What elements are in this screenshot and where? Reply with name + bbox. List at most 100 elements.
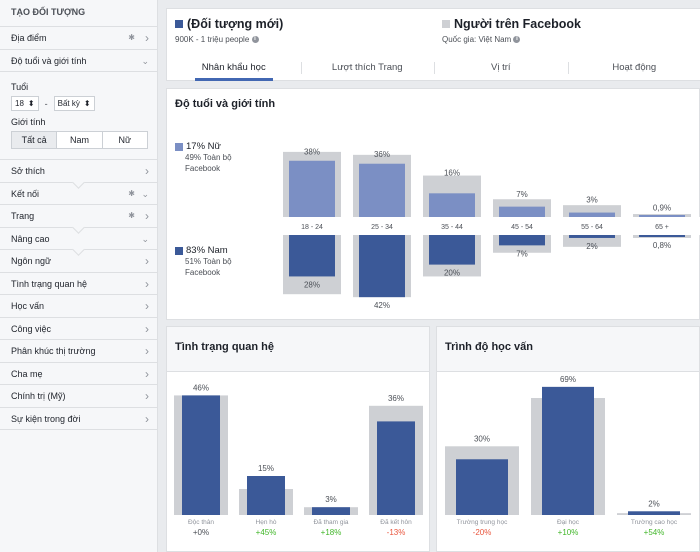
sidebar-item-location[interactable]: Địa điểm ✱ › [0, 27, 157, 50]
sidebar-item[interactable]: Tình trạng quan hệ › [0, 273, 157, 295]
tab-page-likes[interactable]: Lượt thích Trang [300, 56, 435, 81]
sidebar-item-label: Nâng cao [11, 233, 50, 244]
bar-value-label: 2% [648, 499, 660, 508]
sidebar-item[interactable]: Ngôn ngữ › [0, 250, 157, 273]
relationship-panel: Tình trạng quan hệ 46% Độc thân +0% 15% Hẹn … [166, 326, 430, 552]
tab-location[interactable]: Vị trí [434, 56, 568, 81]
axis-band [277, 217, 700, 235]
male-bar [639, 235, 685, 237]
education-chart: 30% Trường trung học -20% 69% Đại học +10% 2% T… [445, 375, 691, 537]
comparison-audience: Người trên Facebook Quốc gia: Việt Nam i [442, 17, 581, 44]
sidebar-item[interactable]: Phân khúc thị trường › [0, 340, 157, 363]
chevron-right-icon: › [145, 344, 149, 358]
sidebar-item[interactable]: Công việc › [0, 318, 157, 340]
info-icon[interactable]: i [251, 36, 259, 44]
panel-title: Tình trạng quan hệ [175, 341, 274, 353]
chevron-right-icon: › [145, 276, 149, 291]
male-bar [569, 235, 615, 238]
chevron-right-icon: › [145, 389, 149, 403]
sidebar-item-label: Tình trạng quan hệ [11, 278, 88, 289]
age-category-label: 65 + [655, 224, 669, 231]
panel-header [167, 327, 429, 372]
category-label: Đại học [557, 519, 580, 526]
change-label: +10% [558, 528, 579, 537]
bar-value-label: 36% [388, 394, 404, 403]
tab-activity[interactable]: Hoạt động [567, 56, 700, 81]
sidebar-item-label: Trang [11, 211, 35, 221]
female-reference-bar [563, 205, 621, 217]
female-bar [289, 160, 335, 217]
change-label: -13% [387, 528, 406, 537]
female-bar-label: 7% [516, 190, 528, 199]
chevron-right-icon: › [145, 321, 149, 336]
sidebar-item[interactable]: Nâng cao ⌄ [0, 228, 157, 250]
sidebar-item[interactable]: Học vấn › [0, 295, 157, 318]
age-category-label: 55 - 64 [581, 224, 603, 231]
bar-value-label: 30% [474, 434, 490, 443]
male-bar-label: 2% [586, 242, 598, 251]
sidebar-item[interactable]: Sự kiện trong đời › [0, 408, 157, 430]
bar [182, 395, 220, 515]
settings-dot-icon: ✱ [128, 211, 135, 220]
female-bar-label: 36% [374, 150, 390, 159]
category-label: Trường cao học [631, 519, 678, 526]
age-range-separator: - [44, 98, 48, 109]
bar [377, 421, 415, 515]
chevron-right-icon: › [145, 31, 149, 45]
female-bar-label: 16% [444, 169, 460, 178]
sidebar-item[interactable]: Kết nối ✱ ⌄ [0, 183, 157, 205]
selected-audience: (Đối tượng mới) 900K - 1 triệu people i [175, 17, 283, 44]
bar-value-label: 46% [193, 383, 209, 392]
settings-dot-icon: ✱ [128, 33, 135, 42]
male-bar-label: 7% [516, 249, 528, 258]
age-max-select[interactable]: Bất kỳ ⬍ [53, 96, 95, 111]
gender-male-button[interactable]: Nam [56, 132, 101, 148]
tab-demographics[interactable]: Nhân khẩu học [167, 56, 301, 81]
gender-all-button[interactable]: Tất cả [12, 132, 57, 148]
age-category-label: 25 - 34 [371, 224, 393, 231]
sidebar-item[interactable]: Cha mẹ › [0, 363, 157, 385]
chevron-right-icon: › [145, 299, 149, 313]
bar [456, 459, 508, 515]
bar-value-label: 15% [258, 464, 274, 473]
male-bar [429, 235, 475, 265]
sidebar-item[interactable]: Sở thích › [0, 160, 157, 183]
sidebar-item-label: Kết nối [11, 188, 40, 199]
male-percentage: 83% Nam [186, 245, 228, 256]
category-label: Đã kết hôn [380, 517, 412, 526]
gender-label: Giới tính [11, 117, 46, 127]
age-label: Tuổi [11, 82, 29, 92]
sidebar-item-label: Chính trị (Mỹ) [11, 391, 66, 401]
age-category-label: 35 - 44 [441, 224, 463, 231]
audience-size: 900K - 1 triệu people [175, 35, 250, 44]
female-bar-label: 3% [586, 195, 598, 204]
sidebar-title: TẠO ĐỐI TƯỢNG [0, 0, 157, 27]
chevron-right-icon: › [145, 366, 149, 381]
gender-female-button[interactable]: Nữ [101, 132, 147, 148]
female-bar [359, 163, 405, 217]
female-legend: 17% Nữ 49% Toàn bộ Facebook [175, 141, 247, 174]
info-icon[interactable]: i [513, 36, 521, 44]
male-reference-bar [563, 235, 621, 247]
chevron-right-icon: › [145, 164, 149, 178]
panel-header [437, 327, 699, 372]
male-swatch [175, 246, 183, 255]
male-bar [359, 235, 405, 298]
female-bar [569, 212, 615, 217]
male-bar-label: 0,8% [653, 241, 671, 250]
comparison-color-swatch [442, 20, 450, 28]
age-min-select[interactable]: 18 ⬍ [11, 96, 39, 111]
sidebar-item[interactable]: Chính trị (Mỹ) › [0, 385, 157, 408]
female-swatch [175, 142, 183, 151]
age-gender-panel: Tuổi 18 ⬍ - Bất kỳ ⬍ Giới tính Tất cả Nam … [0, 72, 157, 160]
sidebar-item-label: Địa điểm [11, 33, 47, 43]
sidebar-item[interactable]: Trang ✱ › [0, 205, 157, 228]
change-label: +18% [321, 528, 342, 537]
sidebar-item-label: Ngôn ngữ [11, 256, 52, 266]
sidebar-item-age-gender[interactable]: Độ tuổi và giới tính ⌄ [0, 50, 157, 72]
change-label: +0% [193, 528, 209, 537]
sidebar-item-label: Cha mẹ [11, 368, 43, 379]
bar-value-label: 69% [560, 375, 576, 384]
comparison-audience-title: Người trên Facebook [454, 17, 581, 31]
sidebar-item-label: Công việc [11, 323, 52, 334]
